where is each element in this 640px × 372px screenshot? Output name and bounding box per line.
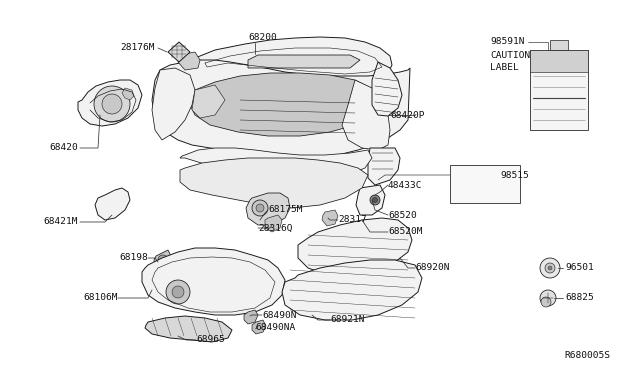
Polygon shape	[265, 215, 282, 232]
Polygon shape	[152, 60, 410, 158]
Polygon shape	[192, 85, 225, 118]
Polygon shape	[168, 42, 190, 62]
Polygon shape	[180, 148, 372, 178]
Polygon shape	[178, 52, 200, 70]
Polygon shape	[298, 218, 412, 275]
Text: 68420P: 68420P	[390, 110, 424, 119]
Polygon shape	[145, 316, 232, 342]
Polygon shape	[244, 310, 258, 324]
Polygon shape	[152, 68, 195, 140]
Circle shape	[166, 280, 190, 304]
Polygon shape	[78, 80, 142, 126]
Circle shape	[548, 266, 552, 270]
Circle shape	[102, 94, 122, 114]
Text: 68520M: 68520M	[388, 228, 422, 237]
Circle shape	[370, 195, 380, 205]
Circle shape	[541, 297, 551, 307]
Polygon shape	[154, 250, 172, 272]
Text: 68490NA: 68490NA	[255, 324, 295, 333]
Text: R680005S: R680005S	[564, 350, 610, 359]
Circle shape	[540, 290, 556, 306]
Text: 68490N: 68490N	[262, 311, 296, 320]
Polygon shape	[95, 188, 130, 220]
Text: 68921N: 68921N	[330, 315, 365, 324]
Text: 28176M: 28176M	[120, 44, 155, 52]
Text: 68420: 68420	[49, 144, 78, 153]
Polygon shape	[252, 320, 266, 334]
Text: 98591N: 98591N	[490, 38, 525, 46]
Polygon shape	[142, 248, 285, 315]
Polygon shape	[180, 158, 368, 208]
Text: 98515: 98515	[500, 170, 529, 180]
Circle shape	[252, 200, 268, 216]
Polygon shape	[195, 37, 392, 80]
Polygon shape	[246, 193, 290, 225]
Circle shape	[256, 204, 264, 212]
Text: 68920N: 68920N	[415, 263, 449, 273]
Circle shape	[372, 198, 378, 202]
Text: 68421M: 68421M	[44, 218, 78, 227]
Polygon shape	[248, 55, 360, 68]
Polygon shape	[282, 260, 422, 320]
Bar	[530, 50, 588, 72]
Text: 96501: 96501	[565, 263, 594, 273]
Text: CAUTION: CAUTION	[490, 51, 531, 60]
Text: 68175M: 68175M	[268, 205, 303, 215]
Bar	[530, 50, 588, 130]
Bar	[550, 40, 568, 50]
Bar	[450, 165, 520, 203]
Text: 68825: 68825	[565, 294, 594, 302]
Circle shape	[545, 263, 555, 273]
Polygon shape	[190, 73, 378, 136]
Text: 68965: 68965	[196, 336, 225, 344]
Circle shape	[94, 86, 130, 122]
Text: 68200: 68200	[248, 33, 276, 42]
Polygon shape	[372, 62, 402, 116]
Text: 48433C: 48433C	[388, 180, 422, 189]
Polygon shape	[356, 185, 385, 215]
Polygon shape	[322, 210, 338, 226]
Text: 68106M: 68106M	[83, 294, 118, 302]
Text: 68198: 68198	[119, 253, 148, 263]
Text: 28317: 28317	[338, 215, 367, 224]
Circle shape	[158, 255, 168, 265]
Circle shape	[540, 258, 560, 278]
Text: 28316Q: 28316Q	[258, 224, 292, 232]
Circle shape	[172, 286, 184, 298]
Polygon shape	[342, 80, 390, 150]
Text: LABEL: LABEL	[490, 64, 519, 73]
Polygon shape	[122, 88, 134, 100]
Polygon shape	[368, 148, 400, 185]
Text: 68520: 68520	[388, 211, 417, 219]
